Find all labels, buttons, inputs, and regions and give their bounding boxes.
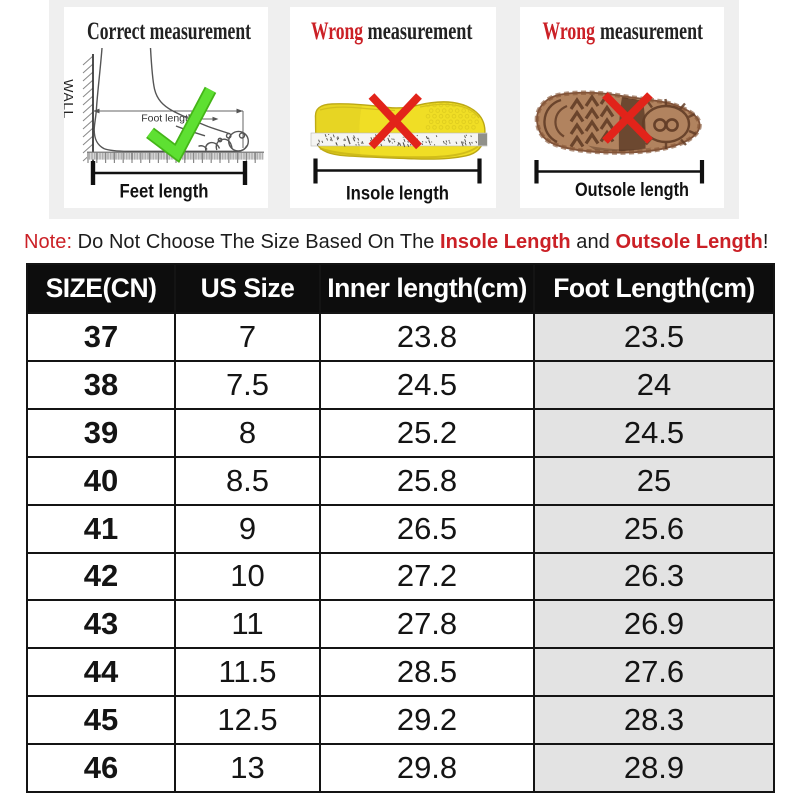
svg-text:measurement: measurement [600,16,703,45]
svg-text:Outsole length: Outsole length [575,179,689,201]
svg-text:Correct measurement: Correct measurement [87,16,251,45]
svg-text:Feet length: Feet length [120,181,209,203]
svg-text:Insole length: Insole length [346,183,449,205]
svg-text:WALL: WALL [64,79,77,119]
svg-text:Wrong: Wrong [311,16,363,45]
svg-text:Wrong: Wrong [543,16,596,45]
svg-text:measurement: measurement [368,16,473,45]
